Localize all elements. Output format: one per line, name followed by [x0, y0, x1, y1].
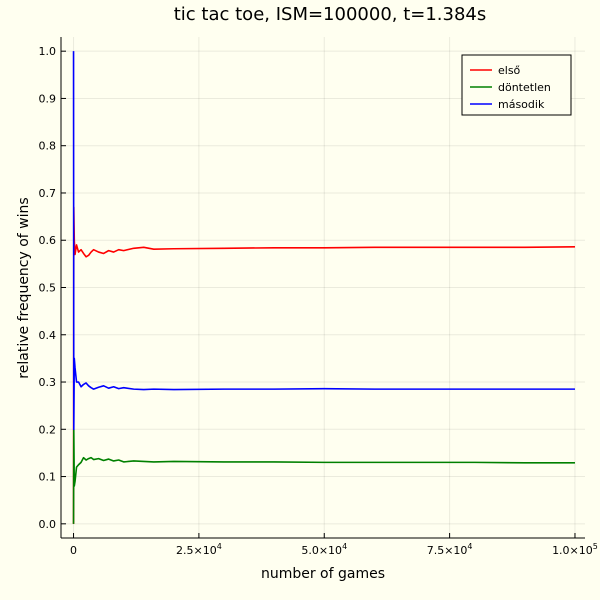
y-tick-label: 0.6 [39, 234, 57, 247]
y-axis-label: relative frequency of wins [16, 197, 32, 378]
x-tick-label: 0 [70, 544, 77, 557]
x-tick-label: 7.5×104 [427, 542, 473, 557]
series-line-2 [72, 51, 575, 431]
y-tick-label: 0.7 [39, 187, 57, 200]
legend-label-0: első [498, 64, 521, 77]
y-tick-label: 0.2 [39, 423, 57, 436]
gridlines [61, 37, 585, 538]
y-tick-label: 0.8 [39, 140, 57, 153]
x-tick-label: 5.0×104 [301, 542, 347, 557]
series-line-0 [72, 206, 575, 524]
y-tick-label: 0.3 [39, 376, 57, 389]
series-lines [72, 51, 575, 524]
x-tick-label: 2.5×104 [176, 542, 222, 557]
legend-box [461, 54, 572, 116]
y-tick-label: 0.9 [39, 92, 57, 105]
x-tick-exponent: 4 [217, 542, 222, 551]
legend-label-2: második [498, 98, 545, 111]
x-tick-exponent: 4 [467, 542, 472, 551]
y-tick-label: 0.4 [39, 329, 57, 342]
x-tick-label: 1.0×105 [552, 542, 598, 557]
chart-title: tic tac toe, ISM=100000, t=1.384s [174, 4, 487, 25]
y-tick-label: 1.0 [39, 45, 57, 58]
y-axis-ticks: 0.0 0.1 0.2 0.3 0.4 0.5 0.6 0.7 0.8 0.9 1.0 [39, 45, 66, 531]
y-tick-label: 0.0 [39, 518, 57, 531]
x-axis-ticks: 0 2.5×104 5.0×104 7.5×104 1.0×105 [70, 533, 598, 557]
y-tick-label: 0.5 [39, 282, 57, 295]
series-line-1 [72, 428, 575, 524]
y-tick-label: 0.1 [39, 471, 57, 484]
x-tick-exponent: 5 [593, 542, 598, 551]
legend-label-1: döntetlen [498, 81, 551, 94]
x-axis-label: number of games [261, 566, 385, 582]
legend: első döntetlen második [461, 54, 572, 116]
x-tick-exponent: 4 [342, 542, 347, 551]
